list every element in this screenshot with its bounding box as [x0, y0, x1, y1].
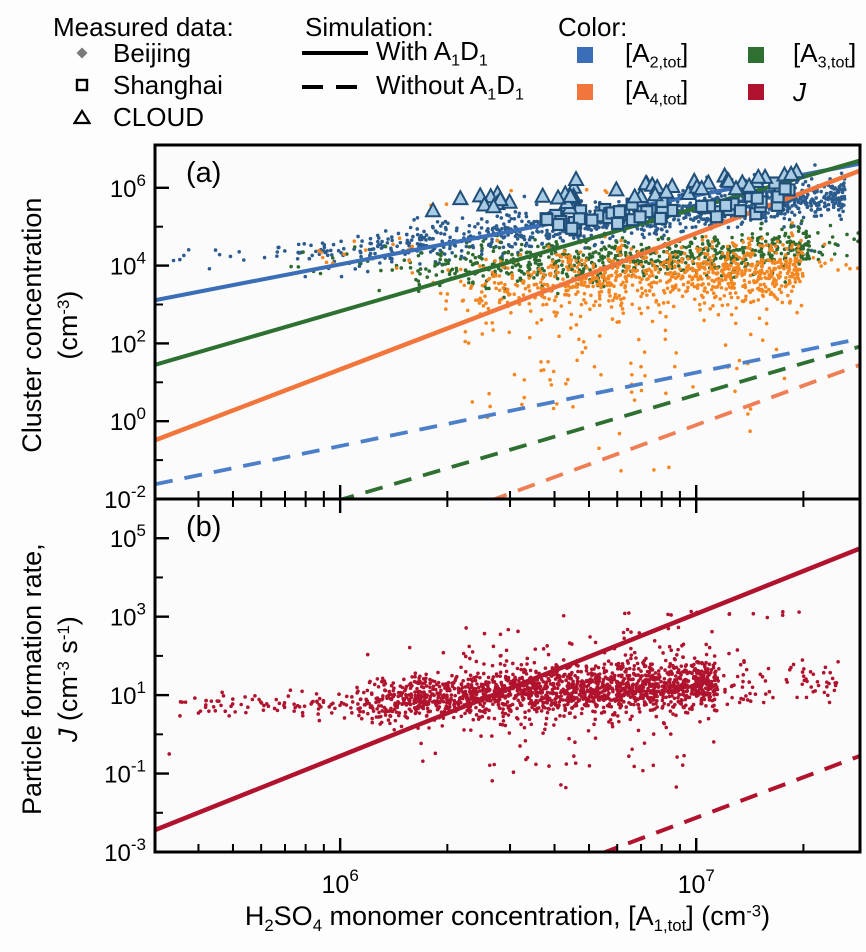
legend-item-a3tot: [A3,tot] — [748, 37, 857, 72]
legend-item-a2tot: [A2,tot] — [577, 37, 689, 72]
triangle-icon — [68, 109, 96, 125]
legend-item-beijing: Beijing — [68, 38, 191, 68]
legend-item-without-a1d1: Without A1D1 — [302, 69, 524, 104]
red-swatch-icon — [748, 84, 764, 100]
legend-item-j: J — [748, 77, 806, 107]
legend-item-label: Shanghai — [113, 69, 223, 100]
y-axis-title-b-line2: J (cm-3 s-1) — [53, 616, 84, 743]
legend-simulation-header: Simulation: — [305, 12, 434, 42]
x-tick-label: 106 — [322, 866, 359, 899]
solid-line-icon — [302, 51, 368, 55]
line-A3-without-A1D1 — [341, 344, 859, 498]
line-J-without-A1D1 — [603, 754, 859, 851]
blue-swatch-icon — [577, 47, 593, 63]
legend-item-label: [A3,tot] — [793, 37, 857, 72]
y-tick-label: 106 — [110, 171, 146, 203]
legend-item-label: [A4,tot] — [625, 74, 689, 109]
legend-item-with-a1d1: With A1D1 — [302, 35, 488, 70]
panel-b-bg — [155, 499, 860, 852]
panel-a-label: (a) — [186, 157, 222, 189]
y-axis-title-b-line1: Particle formation rate, — [16, 543, 47, 815]
legend-color-header: Color: — [558, 12, 628, 42]
orange-swatch-icon — [577, 84, 593, 100]
y-tick-label: 103 — [110, 600, 146, 632]
panel-a-data — [156, 158, 859, 498]
square-icon — [68, 78, 96, 92]
legend-measured-header: Measured data: — [53, 12, 234, 42]
panel-b-label: (b) — [186, 511, 222, 543]
y-tick-label: 100 — [110, 404, 146, 436]
y-tick-label: 10-3 — [104, 835, 146, 867]
y-tick-label: 105 — [110, 521, 146, 553]
line-A4-without-A1D1 — [493, 363, 859, 498]
y-tick-label: 10-1 — [104, 757, 146, 789]
legend-item-label: [A2,tot] — [625, 37, 689, 72]
y-tick-label: 101 — [110, 678, 146, 710]
x-axis-title: H2SO4 monomer concentration, [A1,tot] (c… — [244, 901, 771, 935]
green-swatch-icon — [748, 47, 764, 63]
dashed-line-icon — [302, 85, 368, 89]
legend-item-shanghai: Shanghai — [68, 70, 223, 100]
legend-item-label: Without A1D1 — [376, 69, 524, 104]
y-tick-label: 102 — [110, 326, 146, 358]
y-tick-label: 104 — [110, 249, 146, 281]
diamond-icon — [68, 46, 96, 60]
y-axis-title-panel-b: Particle formation rate, J (cm-3 s-1) — [16, 469, 84, 889]
legend-item-label: J — [793, 76, 806, 107]
x-tick-label: 107 — [678, 866, 715, 899]
panel-b-data — [156, 546, 859, 851]
legend-item-a4tot: [A4,tot] — [577, 74, 689, 109]
legend-item-cloud: CLOUD — [68, 102, 204, 132]
panel-b-frame — [153, 497, 862, 854]
legend-item-label: CLOUD — [113, 101, 205, 132]
y-tick-label: 10-2 — [104, 482, 146, 514]
line-J-with-A1D1 — [156, 546, 859, 832]
legend-item-label: With A1D1 — [376, 35, 488, 70]
legend-item-label: Beijing — [113, 37, 192, 68]
